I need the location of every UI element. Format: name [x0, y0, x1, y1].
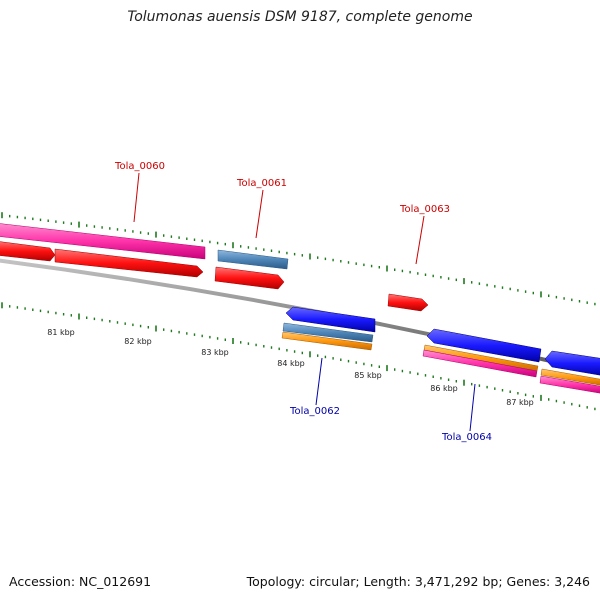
scale-label: 82 kbp — [124, 337, 152, 346]
outer-tick-ring — [1, 212, 596, 306]
gene-label-tola-0064[interactable]: Tola_0064 — [441, 432, 492, 443]
gene-label-tola-0061[interactable]: Tola_0061 — [236, 178, 287, 189]
gene-feature-blue[interactable] — [544, 350, 600, 376]
inner-tick-ring — [1, 302, 596, 411]
gene-feature-red[interactable] — [214, 266, 285, 290]
gene-feature-red[interactable] — [54, 248, 204, 278]
leader-line — [415, 215, 425, 265]
scale-label: 81 kbp — [47, 328, 75, 337]
gene-label-tola-0060[interactable]: Tola_0060 — [114, 161, 165, 172]
gene-feature-red[interactable] — [0, 241, 56, 262]
map-title: Tolumonas auensis DSM 9187, complete gen… — [127, 9, 473, 25]
genome-summary-text: Topology: circular; Length: 3,471,292 bp… — [246, 574, 590, 589]
gene-feature-blue[interactable] — [285, 306, 376, 333]
leader-line — [469, 383, 476, 432]
gene-label-leaders — [133, 172, 476, 432]
gene-feature-magenta[interactable] — [0, 223, 206, 260]
gene-feature-orange[interactable] — [540, 368, 600, 386]
gene-feature-magenta[interactable] — [422, 349, 538, 378]
accession-text: Accession: NC_012691 — [9, 574, 152, 589]
scale-label: 86 kbp — [430, 384, 458, 393]
gene-labels: Tola_0060 Tola_0061 Tola_0063 Tola_0062 … — [114, 161, 492, 443]
gene-feature-blue[interactable] — [426, 328, 542, 363]
leader-line — [315, 357, 323, 406]
scale-label: 84 kbp — [277, 359, 305, 368]
gene-feature-steel[interactable] — [217, 249, 289, 270]
leader-line — [255, 189, 264, 239]
gene-feature-magenta[interactable] — [539, 375, 600, 394]
scale-label: 83 kbp — [201, 348, 229, 357]
forward-features — [0, 223, 429, 312]
reverse-features — [281, 306, 600, 394]
gene-feature-red[interactable] — [387, 293, 429, 312]
gene-feature-orange[interactable] — [281, 331, 373, 351]
gene-feature-steel[interactable] — [282, 322, 374, 343]
leader-line — [133, 172, 140, 223]
scale-label: 85 kbp — [354, 371, 382, 380]
gene-label-tola-0062[interactable]: Tola_0062 — [289, 406, 340, 417]
scale-labels: 81 kbp 82 kbp 83 kbp 84 kbp 85 kbp 86 kb… — [47, 328, 534, 407]
scale-label: 87 kbp — [506, 398, 534, 407]
gene-label-tola-0063[interactable]: Tola_0063 — [399, 204, 450, 215]
